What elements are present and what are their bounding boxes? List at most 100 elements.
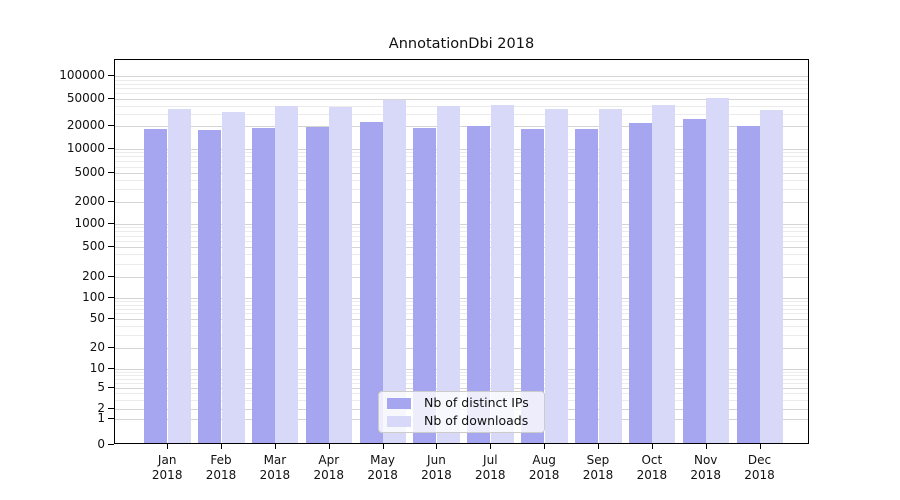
y-tick-mark	[108, 246, 114, 247]
minor-gridline	[115, 372, 808, 374]
bar-downloads-nov	[706, 97, 730, 443]
y-tick-label: 50	[89, 311, 105, 325]
bar-distinct-ips-dec	[736, 126, 760, 443]
minor-gridline	[115, 304, 808, 306]
x-tick-mark	[705, 444, 707, 449]
legend-row-distinct-ips: Nb of distinct IPs	[387, 396, 536, 410]
y-tick-label: 1	[97, 411, 105, 426]
minor-gridline	[115, 156, 808, 158]
minor-gridline	[115, 227, 808, 229]
major-gridline	[115, 76, 808, 78]
bar-downloads-jun	[436, 106, 460, 443]
y-tick-mark	[108, 201, 114, 202]
x-tick-label: May 2018	[367, 453, 398, 482]
y-tick-mark	[108, 318, 114, 319]
y-tick-label: 2	[97, 400, 105, 415]
y-tick-mark	[108, 275, 114, 277]
minor-gridline	[115, 105, 808, 107]
bar-distinct-ips-sep	[575, 129, 598, 443]
minor-gridline	[115, 383, 808, 385]
bar-downloads-aug	[544, 109, 568, 443]
y-tick-mark	[108, 125, 114, 126]
y-tick-mark	[108, 147, 114, 149]
y-tick-mark	[108, 387, 114, 389]
y-tick-mark	[108, 444, 114, 445]
major-gridline	[115, 298, 808, 299]
x-tick-mark	[490, 444, 492, 449]
x-tick-mark	[221, 444, 223, 449]
minor-gridline	[115, 152, 808, 154]
y-tick-mark	[108, 368, 114, 370]
legend-row-downloads: Nb of downloads	[387, 414, 536, 428]
x-tick-label: Feb 2018	[205, 453, 237, 482]
minor-gridline	[115, 334, 808, 336]
bar-distinct-ips-mar	[251, 127, 275, 443]
major-gridline	[115, 247, 808, 248]
major-gridline	[115, 126, 808, 127]
x-tick-mark	[598, 444, 599, 449]
y-tick-mark	[108, 172, 114, 173]
bar-downloads-apr	[329, 106, 353, 443]
y-tick-label: 5	[97, 380, 105, 395]
minor-gridline	[115, 189, 808, 191]
y-tick-mark	[108, 98, 114, 99]
major-gridline	[115, 202, 808, 203]
major-gridline	[115, 319, 808, 320]
y-tick-label: 20	[89, 339, 105, 354]
y-tick-label: 200	[82, 268, 105, 283]
x-tick-label: Apr 2018	[313, 453, 345, 482]
bar-downloads-dec	[760, 109, 784, 443]
bar-distinct-ips-apr	[305, 127, 329, 443]
y-tick-label: 100000	[59, 68, 105, 83]
bar-downloads-jul	[490, 104, 514, 443]
minor-gridline	[115, 93, 808, 95]
bar-downloads-oct	[652, 104, 676, 443]
bar-downloads-may	[383, 100, 407, 443]
x-tick-label: Sep 2018	[582, 453, 614, 482]
y-tick-mark	[108, 75, 114, 77]
minor-gridline	[115, 161, 808, 163]
y-tick-label: 20000	[66, 118, 105, 132]
minor-gridline	[115, 254, 808, 256]
x-tick-mark	[274, 444, 276, 449]
x-tick-mark	[759, 444, 761, 449]
bar-distinct-ips-aug	[521, 129, 545, 443]
x-tick-label: Dec 2018	[744, 453, 775, 482]
bar-distinct-ips-may	[359, 122, 383, 443]
x-tick-label: Jun 2018	[421, 453, 452, 482]
y-tick-mark	[108, 346, 114, 348]
bar-distinct-ips-oct	[628, 123, 652, 443]
y-tick-mark	[108, 222, 114, 224]
minor-gridline	[115, 325, 808, 327]
legend-swatch-downloads	[387, 415, 411, 427]
minor-gridline	[115, 263, 808, 265]
major-gridline	[115, 369, 808, 371]
bar-downloads-jan	[167, 109, 191, 443]
minor-gridline	[115, 231, 808, 233]
x-tick-mark	[651, 444, 653, 449]
minor-gridline	[115, 375, 808, 377]
legend-label-distinct-ips: Nb of distinct IPs	[424, 395, 529, 410]
minor-gridline	[115, 166, 808, 168]
major-gridline	[115, 99, 808, 100]
x-tick-mark	[328, 444, 330, 449]
minor-gridline	[115, 308, 808, 310]
y-tick-label: 0	[97, 437, 105, 451]
bar-distinct-ips-jan	[144, 128, 168, 443]
major-gridline	[115, 223, 808, 225]
x-tick-mark	[167, 444, 169, 449]
x-tick-label: Mar 2018	[259, 453, 291, 482]
x-tick-label: Oct 2018	[636, 453, 668, 482]
minor-gridline	[115, 313, 808, 315]
x-tick-label: Jul 2018	[475, 453, 506, 482]
plot-area	[114, 59, 809, 444]
x-tick-mark	[436, 444, 438, 449]
y-tick-mark	[108, 297, 114, 298]
y-tick-label: 100	[82, 290, 105, 304]
minor-gridline	[115, 180, 808, 182]
minor-gridline	[115, 379, 808, 381]
bar-distinct-ips-feb	[198, 130, 222, 443]
minor-gridline	[115, 79, 808, 81]
x-tick-mark	[544, 444, 546, 449]
